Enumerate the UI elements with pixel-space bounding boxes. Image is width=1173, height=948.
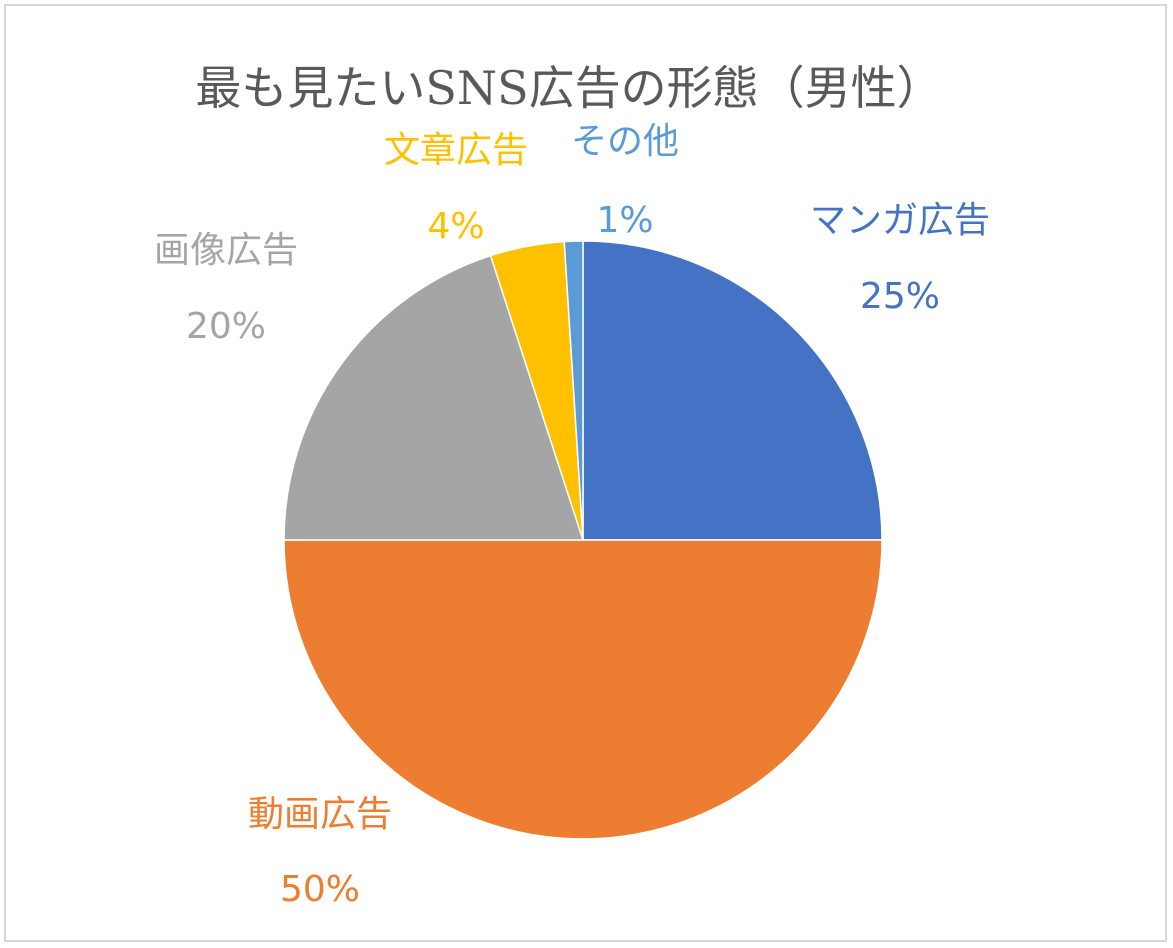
chart-title: 最も見たいSNS広告の形態（男性） xyxy=(195,61,942,115)
data-label-value-4: 4% xyxy=(427,206,484,247)
data-labels: マンガ広告 25% 動画広告 50% 画像広告 20% 文章広告 4% その他 1% xyxy=(154,121,990,910)
pie-slice-3 xyxy=(283,254,585,541)
pie-slice-1 xyxy=(582,240,883,541)
data-label-value-1: 25% xyxy=(860,276,940,317)
data-label-value-2: 50% xyxy=(280,869,360,910)
data-label-category-3: 画像広告 xyxy=(154,230,298,271)
pie-slices xyxy=(283,240,883,840)
data-label-value-3: 20% xyxy=(186,306,266,347)
pie-slice-5 xyxy=(563,240,584,541)
data-label-category-2: 動画広告 xyxy=(248,794,392,835)
data-label-category-1: マンガ広告 xyxy=(810,200,990,241)
data-label-value-5: 1% xyxy=(596,200,653,241)
data-label-category-4: 文章広告 xyxy=(384,130,528,171)
data-label-category-5: その他 xyxy=(571,121,679,162)
pie-slice-2 xyxy=(283,539,883,840)
